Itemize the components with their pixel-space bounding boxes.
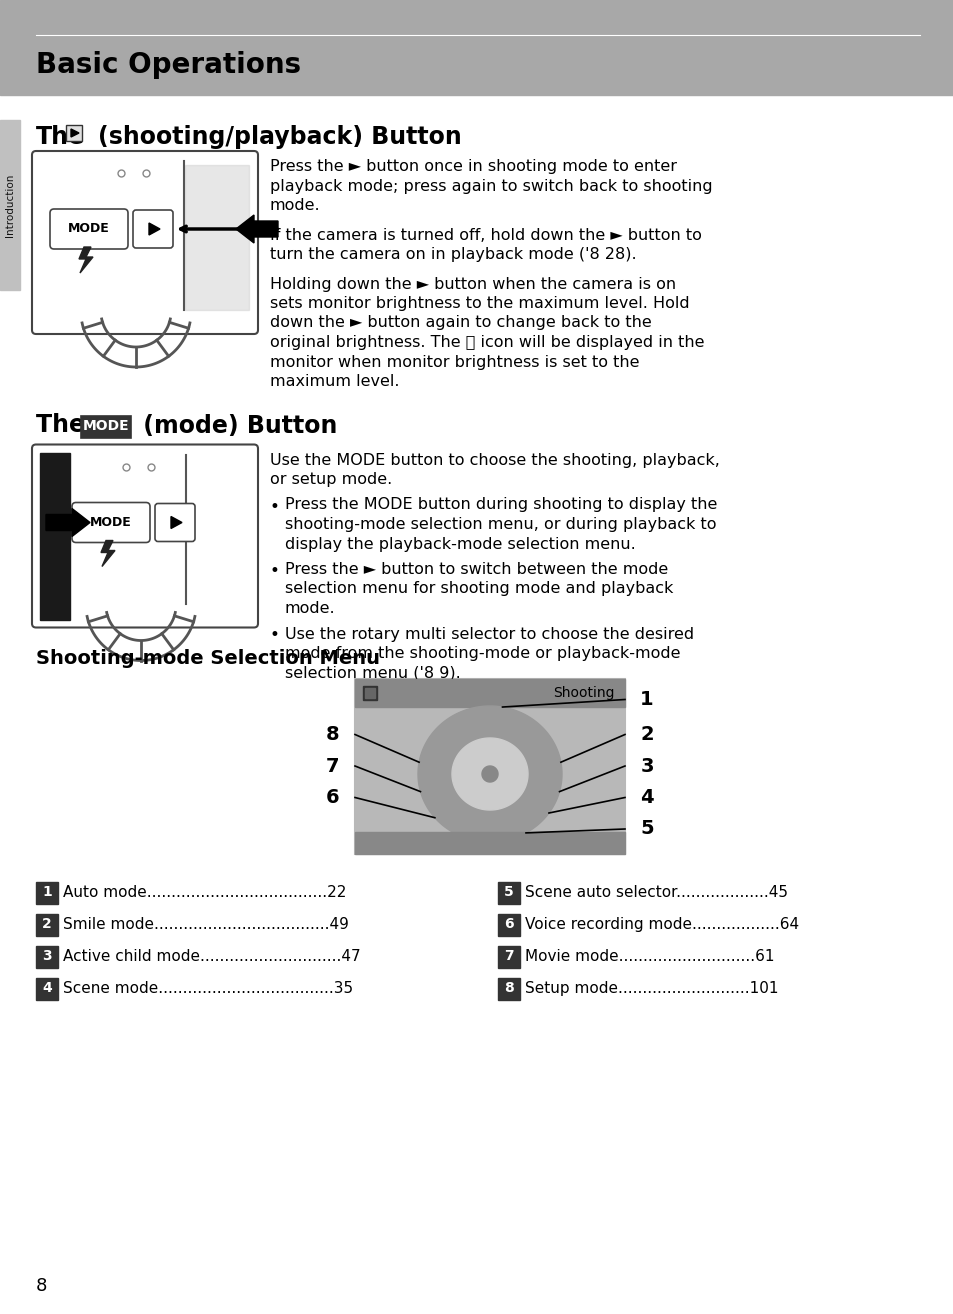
Bar [36,913,58,936]
Bar [497,882,519,904]
Text: Auto mode.....................................22: Auto mode...............................… [63,886,346,900]
Bar [0,0,953,95]
Text: MODE: MODE [83,419,130,434]
Text: •: • [270,562,279,579]
Polygon shape [417,706,561,842]
Text: or setup mode.: or setup mode. [270,472,392,487]
Text: Introduction: Introduction [5,173,15,237]
Text: 4: 4 [639,788,653,807]
Bar [185,166,249,310]
Bar [36,978,58,1000]
Text: If the camera is turned off, hold down the ► button to: If the camera is turned off, hold down t… [270,227,701,243]
Bar [363,686,376,699]
FancyBboxPatch shape [71,502,150,543]
Text: 3: 3 [42,950,51,963]
Text: Voice recording mode..................64: Voice recording mode..................64 [524,917,799,932]
Text: monitor when monitor brightness is set to the: monitor when monitor brightness is set t… [270,355,639,369]
Text: Press the ► button once in shooting mode to enter: Press the ► button once in shooting mode… [270,159,677,173]
Text: The: The [36,414,93,438]
Polygon shape [71,129,79,137]
Text: Press the ► button to switch between the mode: Press the ► button to switch between the… [285,562,667,577]
Polygon shape [79,247,92,273]
Bar [36,946,58,967]
Bar [0,120,20,290]
FancyBboxPatch shape [132,210,172,248]
Text: (shooting/playback) Button: (shooting/playback) Button [98,125,461,148]
Bar [497,978,519,1000]
Text: 8: 8 [503,982,514,996]
Text: Smile mode....................................49: Smile mode..............................… [63,917,349,932]
Text: 2: 2 [42,917,51,932]
Text: maximum level.: maximum level. [270,374,399,389]
Text: MODE: MODE [90,516,132,530]
Text: 5: 5 [639,820,653,838]
Text: (mode) Button: (mode) Button [135,414,337,438]
Polygon shape [481,766,497,782]
Text: 8: 8 [36,1277,48,1296]
Bar [355,832,624,854]
Text: 7: 7 [326,757,339,775]
Text: mode.: mode. [270,198,320,213]
Text: Scene auto selector...................45: Scene auto selector...................45 [524,886,787,900]
Bar [36,882,58,904]
Text: Shooting: Shooting [553,686,615,699]
FancyBboxPatch shape [50,209,128,248]
Text: original brightness. The Ⓜ icon will be displayed in the: original brightness. The Ⓜ icon will be … [270,335,703,350]
Bar [497,946,519,967]
Polygon shape [171,516,182,528]
Text: Holding down the ► button when the camera is on: Holding down the ► button when the camer… [270,276,676,292]
FancyBboxPatch shape [154,503,194,541]
FancyBboxPatch shape [32,444,257,628]
Text: mode from the shooting-mode or playback-mode: mode from the shooting-mode or playback-… [285,646,679,661]
FancyArrow shape [46,509,90,536]
Text: 6: 6 [326,788,339,807]
Text: •: • [270,498,279,515]
Bar [81,415,131,438]
Text: 3: 3 [639,757,653,775]
Text: down the ► button again to change back to the: down the ► button again to change back t… [270,315,651,331]
FancyBboxPatch shape [32,151,257,334]
Text: 4: 4 [42,982,51,996]
Text: sets monitor brightness to the maximum level. Hold: sets monitor brightness to the maximum l… [270,296,689,311]
Text: shooting-mode selection menu, or during playback to: shooting-mode selection menu, or during … [285,516,716,532]
Text: Shooting-mode Selection Menu: Shooting-mode Selection Menu [36,649,379,668]
Text: display the playback-mode selection menu.: display the playback-mode selection menu… [285,536,635,552]
Text: Active child mode.............................47: Active child mode.......................… [63,949,360,964]
Text: 8: 8 [326,725,339,744]
Bar [497,913,519,936]
Polygon shape [149,223,160,235]
Text: 5: 5 [503,886,514,900]
Text: mode.: mode. [285,600,335,616]
Polygon shape [452,738,527,809]
Polygon shape [101,540,115,566]
Text: 7: 7 [503,950,514,963]
Text: selection menu ('8 9).: selection menu ('8 9). [285,665,460,681]
Text: 2: 2 [639,725,653,744]
Text: Basic Operations: Basic Operations [36,51,301,79]
Text: playback mode; press again to switch back to shooting: playback mode; press again to switch bac… [270,179,712,193]
Bar [355,678,624,854]
Text: 6: 6 [503,917,514,932]
Text: 1: 1 [42,886,51,900]
FancyArrow shape [235,215,277,243]
Bar [66,125,82,141]
Text: Movie mode............................61: Movie mode............................61 [524,949,774,964]
Text: Press the MODE button during shooting to display the: Press the MODE button during shooting to… [285,498,717,512]
Bar [40,452,70,619]
Text: Scene mode....................................35: Scene mode..............................… [63,982,353,996]
Text: selection menu for shooting mode and playback: selection menu for shooting mode and pla… [285,582,673,597]
Text: Use the rotary multi selector to choose the desired: Use the rotary multi selector to choose … [285,627,694,641]
Text: Use the MODE button to choose the shooting, playback,: Use the MODE button to choose the shooti… [270,452,720,468]
Text: turn the camera on in playback mode ('8 28).: turn the camera on in playback mode ('8 … [270,247,636,261]
Text: The: The [36,125,85,148]
Bar [365,687,375,698]
Text: •: • [270,627,279,644]
Text: MODE: MODE [68,222,110,235]
Text: Setup mode...........................101: Setup mode...........................101 [524,982,778,996]
Text: 1: 1 [639,690,653,710]
Bar [355,678,624,707]
